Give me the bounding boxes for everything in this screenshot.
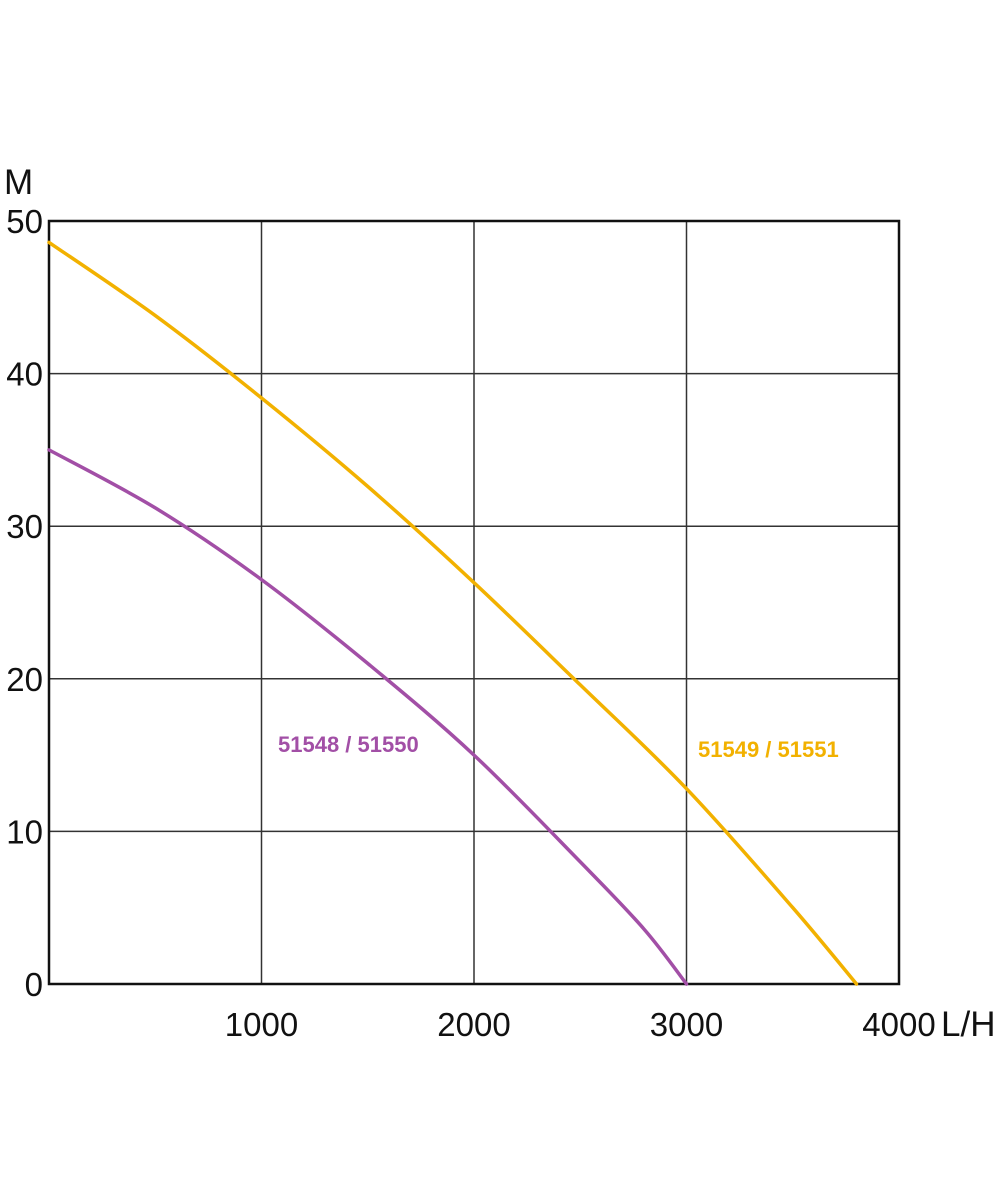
y-tick-label: 30 xyxy=(6,508,43,545)
series-label-51548-51550: 51548 / 51550 xyxy=(278,732,419,757)
x-tick-label: 2000 xyxy=(437,1006,510,1043)
y-tick-label: 10 xyxy=(6,813,43,850)
x-tick-label: 1000 xyxy=(225,1006,298,1043)
y-axis-label: M xyxy=(4,163,33,202)
plot-frame xyxy=(47,219,901,986)
y-tick-label: 40 xyxy=(6,356,43,393)
x-tick-label: 3000 xyxy=(650,1006,723,1043)
series-line-1 xyxy=(47,448,689,986)
y-axis-tick-labels: 0 10 20 30 40 50 xyxy=(6,203,43,1003)
x-axis-label: L/H xyxy=(941,1005,995,1044)
series-label-51549-51551: 51549 / 51551 xyxy=(698,737,839,762)
y-tick-label: 0 xyxy=(25,966,43,1003)
x-tick-label: 4000 xyxy=(862,1006,935,1043)
series-layer xyxy=(47,240,859,986)
grid-lines xyxy=(49,221,899,984)
y-tick-label: 20 xyxy=(6,661,43,698)
series-line-2 xyxy=(47,240,859,986)
y-tick-label: 50 xyxy=(6,203,43,240)
x-axis-tick-labels: 1000 2000 3000 4000 xyxy=(225,1006,936,1043)
